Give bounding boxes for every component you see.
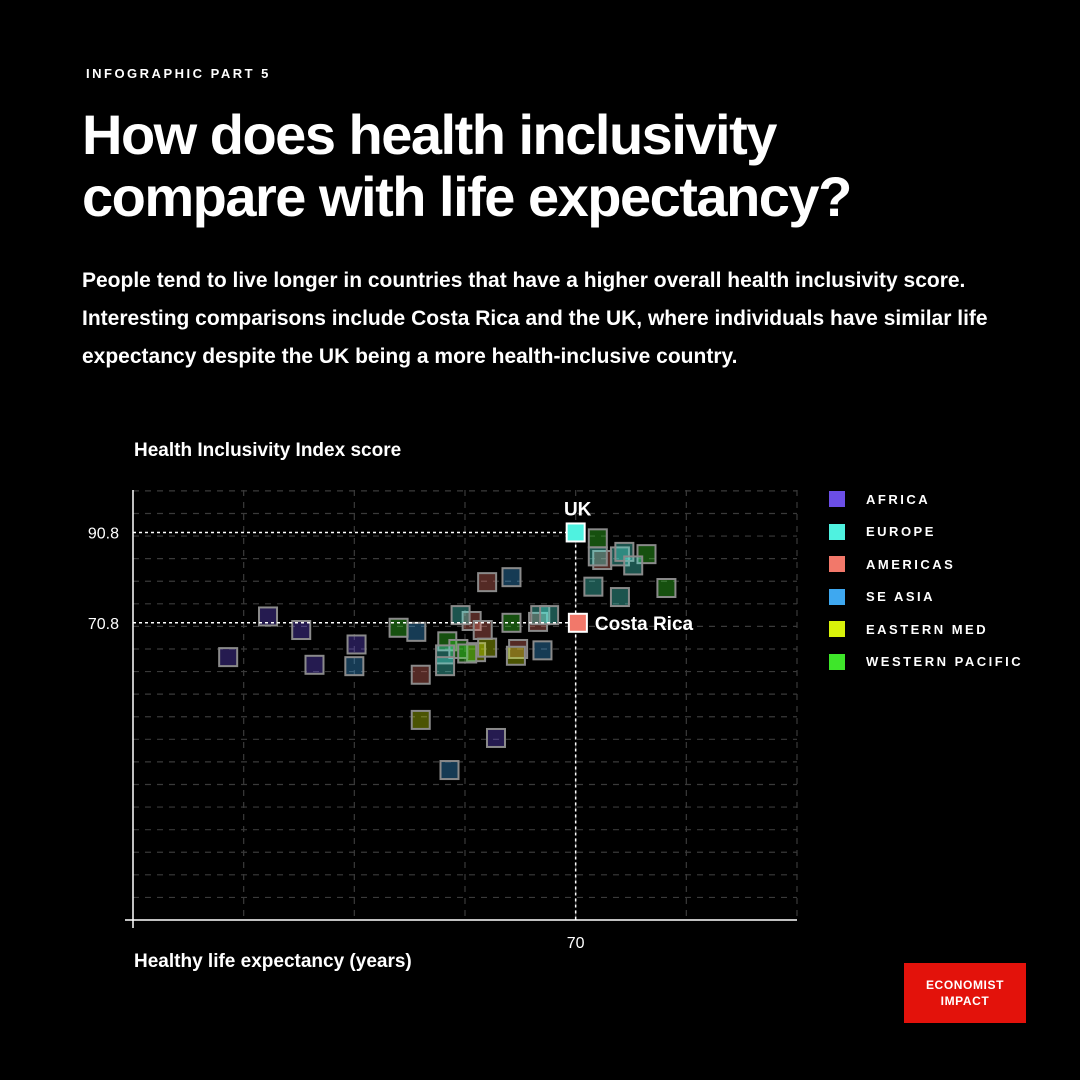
economist-impact-logo: ECONOMIST IMPACT (904, 963, 1026, 1023)
data-point-western-pacific (388, 617, 409, 638)
data-point-africa (218, 647, 239, 668)
legend-item: EASTERN MED (829, 621, 1023, 637)
data-point-se-asia (501, 567, 522, 588)
data-point-europe (435, 656, 456, 677)
data-point-se-asia (532, 640, 553, 661)
data-point-eastern-med (505, 645, 526, 666)
legend-label: SE ASIA (866, 589, 936, 604)
logo-line-1: ECONOMIST (925, 978, 1005, 992)
legend-label: AMERICAS (866, 556, 956, 572)
highlight-point-costa-rica (567, 612, 588, 633)
data-point-europe (435, 644, 456, 665)
legend-item: WESTERN PACIFIC (829, 653, 1024, 670)
data-point-americas (410, 664, 431, 685)
x-tick-label: 70 (567, 935, 585, 952)
legend-swatch (829, 588, 845, 605)
data-point-eastern-med (477, 637, 498, 658)
legend-swatch (829, 556, 845, 572)
data-point-americas (477, 572, 498, 593)
legend-label: AFRICA (866, 491, 931, 507)
data-point-europe (450, 605, 471, 626)
legend-swatch (829, 523, 845, 540)
data-point-se-asia (439, 760, 460, 781)
legend-swatch (829, 621, 845, 637)
logo-line-2: IMPACT (940, 994, 990, 1008)
highlight-label-uk: UK (564, 499, 592, 520)
legend-label: EUROPE (866, 524, 936, 539)
data-point-western-pacific (587, 528, 608, 549)
data-point-europe (609, 587, 630, 608)
data-point-africa (258, 606, 279, 627)
data-point-eastern-med (410, 709, 431, 730)
data-point-western-pacific (457, 643, 478, 664)
region-legend: AFRICA EUROPE AMERICAS SE ASIA EASTERN MED WE… (829, 491, 1023, 686)
highlight-label-costa-rica: Costa Rica (595, 614, 694, 635)
legend-label: WESTERN PACIFIC (866, 654, 1024, 669)
legend-item: SE ASIA (829, 588, 1023, 605)
x-axis-title: Healthy life expectancy (years) (134, 951, 412, 972)
legend-label: EASTERN MED (866, 621, 989, 637)
data-point-africa (304, 654, 325, 675)
data-point-europe (587, 546, 608, 567)
legend-swatch (829, 653, 845, 670)
data-point-africa (346, 634, 367, 655)
data-point-western-pacific (656, 578, 677, 599)
data-point-se-asia (406, 621, 427, 642)
y-tick-label: 70.8 (88, 616, 119, 633)
data-point-europe (583, 576, 604, 597)
legend-item: AMERICAS (829, 556, 1023, 572)
data-point-europe (623, 555, 644, 576)
intro-paragraph: People tend to live longer in countries … (82, 269, 988, 368)
highlight-point-uk (565, 522, 586, 543)
data-point-africa (291, 620, 312, 641)
eyebrow-label: INFOGRAPHIC PART 5 (86, 66, 271, 81)
data-point-se-asia (344, 656, 365, 677)
legend-item: AFRICA (829, 491, 1023, 507)
data-point-americas (508, 638, 529, 659)
data-point-africa (485, 727, 506, 748)
headline: How does health inclusivity compare with… (82, 103, 852, 228)
y-tick-label: 90.8 (88, 525, 119, 542)
legend-swatch (829, 491, 845, 507)
data-point-americas (528, 611, 549, 632)
data-point-americas (472, 620, 493, 641)
data-point-europe (539, 605, 560, 626)
y-axis-title: Health Inclusivity Index score (134, 440, 402, 461)
legend-item: EUROPE (829, 523, 1023, 540)
